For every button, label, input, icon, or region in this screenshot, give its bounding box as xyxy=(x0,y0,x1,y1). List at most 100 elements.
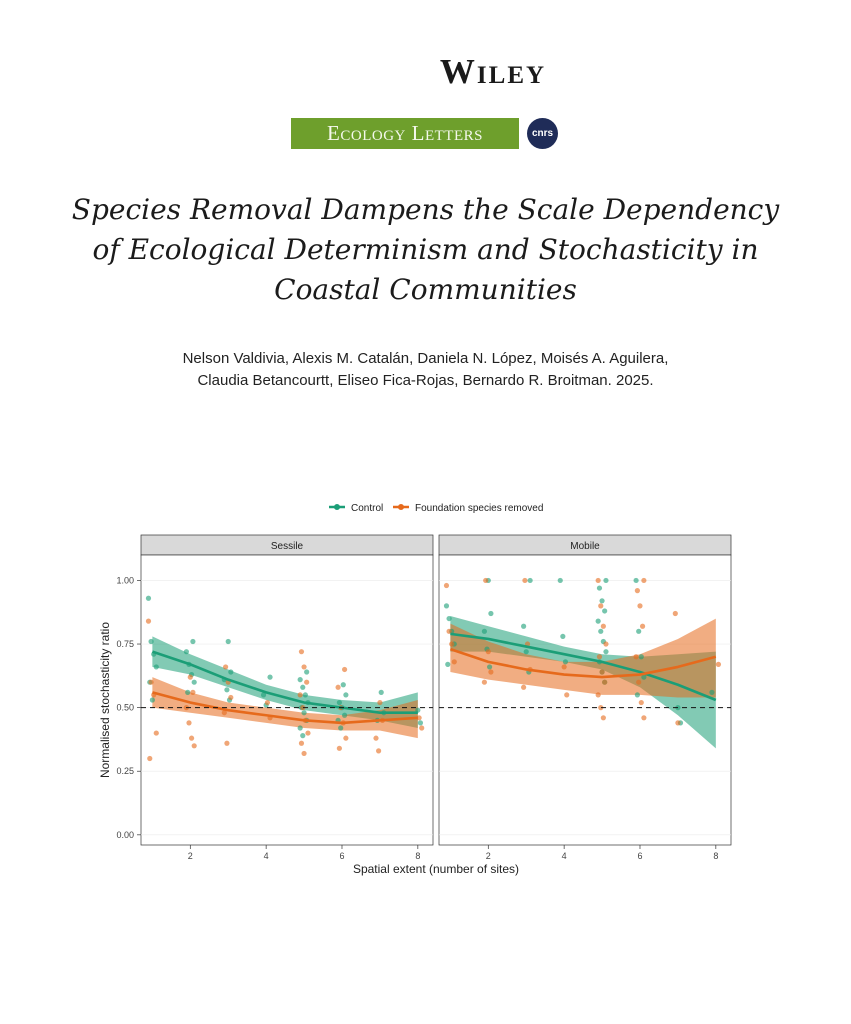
mobile-removed-point xyxy=(637,603,643,609)
sessile-removed-point xyxy=(298,649,305,655)
mobile-removed-point xyxy=(638,699,644,706)
sessile-control-point xyxy=(336,699,342,706)
mobile-control-point xyxy=(446,615,452,622)
authors-line-2: Claudia Betancourtt, Eliseo Fica-Rojas, … xyxy=(197,372,654,389)
mobile-removed-point xyxy=(488,669,494,675)
mobile-removed-point xyxy=(641,577,647,584)
sessile-panel-marks xyxy=(141,580,433,836)
sessile-control-point xyxy=(224,687,230,693)
legend-control-marker xyxy=(334,504,340,510)
mobile-removed-fit-line xyxy=(449,647,717,679)
paper-title: Species Removal Dampens the Scale Depend… xyxy=(71,193,780,306)
sessile-removed-point xyxy=(148,679,154,685)
mobile-removed-point xyxy=(596,654,603,660)
mobile-removed-point xyxy=(603,641,609,647)
mobile-control-point xyxy=(596,585,603,591)
mobile-removed-point xyxy=(636,679,642,685)
mobile-removed-point xyxy=(483,577,489,584)
stochasticity-chart: Control Foundation species removed Sessi… xyxy=(98,503,732,876)
sessile-removed-point xyxy=(223,664,229,670)
sessile-control-point xyxy=(149,697,155,703)
sessile-control-point xyxy=(341,712,348,718)
publisher-logo: Wiley xyxy=(0,52,851,92)
sessile-removed-point xyxy=(376,748,382,754)
sessile-removed-point xyxy=(188,735,195,741)
mobile-panel-marks xyxy=(439,577,731,836)
sessile-control-point xyxy=(228,669,234,675)
y-tick-label: 0.75 xyxy=(116,639,134,649)
y-tick-label: 1.00 xyxy=(116,575,134,585)
sessile-removed-point xyxy=(335,684,341,690)
mobile-removed-point xyxy=(522,577,528,584)
sessile-control-point xyxy=(191,679,197,685)
sessile-removed-point xyxy=(419,725,425,731)
mobile-control-point xyxy=(599,598,605,604)
sessile-removed-point xyxy=(187,674,193,680)
sessile-control-point xyxy=(338,725,344,731)
mobile-removed-point xyxy=(672,610,678,617)
mobile-strip-label: Mobile xyxy=(570,541,600,552)
legend-control-label: Control xyxy=(351,503,383,514)
mobile-removed-point xyxy=(600,715,606,721)
sessile-control-point xyxy=(185,689,191,695)
mobile-control-point xyxy=(603,577,609,584)
sessile-control-point xyxy=(183,649,189,655)
publisher-wordmark: Wiley xyxy=(439,52,547,91)
mobile-removed-point xyxy=(599,669,605,675)
mobile-removed-point xyxy=(633,654,639,660)
sessile-strip-label: Sessile xyxy=(271,541,304,552)
x-axis: 2 4 6 8 2 4 6 8 xyxy=(188,845,718,861)
legend: Control Foundation species removed xyxy=(329,503,543,514)
mobile-removed-point xyxy=(639,623,646,629)
mobile-removed-point xyxy=(675,720,681,726)
x-tick-label: 4 xyxy=(562,851,567,861)
x-tick-label: 6 xyxy=(637,851,642,861)
mobile-control-point xyxy=(634,692,640,698)
mobile-control-point xyxy=(638,654,644,660)
y-tick-label: 0.00 xyxy=(116,830,134,840)
mobile-control-ci-band xyxy=(450,616,716,749)
mobile-control-point xyxy=(633,577,639,584)
sessile-control-point xyxy=(304,669,310,675)
mobile-removed-point xyxy=(521,684,527,690)
sessile-removed-point xyxy=(301,750,307,757)
mobile-removed-point xyxy=(598,603,604,609)
mobile-removed-point xyxy=(634,588,640,594)
sessile-removed-point xyxy=(336,745,342,751)
author-list: Nelson Valdivia, Alexis M. Catalán, Dani… xyxy=(80,348,771,392)
sessile-control-point xyxy=(340,682,346,688)
mobile-control-point xyxy=(636,628,642,634)
mobile-control-point xyxy=(598,628,604,634)
mobile-control-point xyxy=(641,674,647,680)
mobile-control-point xyxy=(527,577,533,584)
sessile-control-point xyxy=(302,692,308,698)
legend-removed-label: Foundation species removed xyxy=(415,503,543,514)
sessile-removed-point xyxy=(153,730,159,736)
sessile-control-point xyxy=(267,674,273,680)
sessile-removed-point xyxy=(297,692,303,698)
sessile-control-point xyxy=(300,684,306,690)
legend-removed-marker xyxy=(398,504,404,510)
sessile-removed-point xyxy=(228,694,234,701)
mobile-control-point xyxy=(481,628,487,634)
sessile-removed-point xyxy=(343,735,349,741)
sessile-control-fit-line xyxy=(151,650,418,715)
sessile-removed-point xyxy=(190,689,196,695)
mobile-removed-point xyxy=(446,628,452,634)
sessile-control-point xyxy=(148,638,154,645)
sessile-control-point xyxy=(417,720,424,726)
mobile-control-point xyxy=(557,577,563,584)
y-axis: 0.00 0.25 0.50 0.75 1.00 xyxy=(116,575,141,840)
mobile-control-point xyxy=(595,618,601,624)
sessile-control-point xyxy=(343,692,349,698)
mobile-control-point xyxy=(488,610,494,617)
mobile-removed-point xyxy=(485,649,491,655)
x-tick-label: 8 xyxy=(415,851,420,861)
sessile-control-point xyxy=(260,692,267,698)
mobile-control-point xyxy=(523,649,529,655)
x-axis-title: Spatial extent (number of sites) xyxy=(353,862,519,876)
sessile-removed-point xyxy=(373,735,379,741)
x-tick-label: 2 xyxy=(486,851,491,861)
mobile-control-point xyxy=(709,689,715,695)
mobile-removed-point xyxy=(561,664,567,670)
